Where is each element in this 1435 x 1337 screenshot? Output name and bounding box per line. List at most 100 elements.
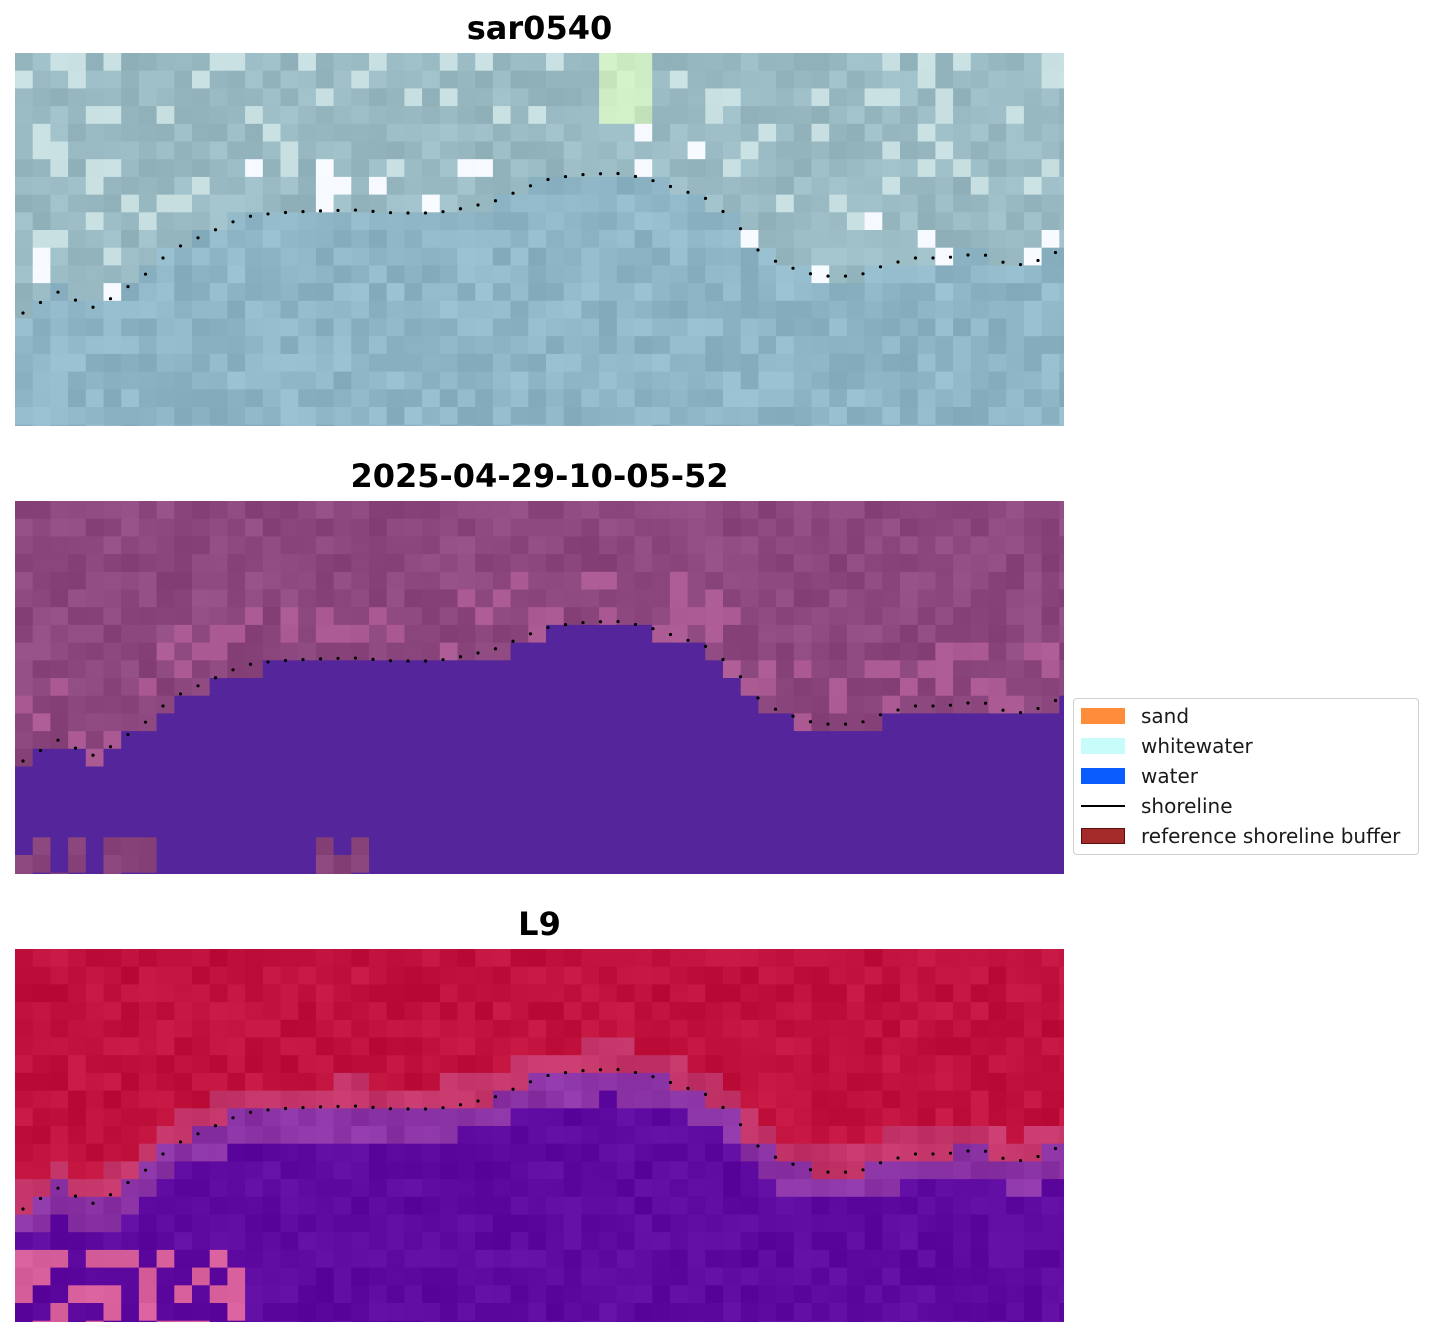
raster-cell [563, 660, 582, 679]
raster-cell [829, 1090, 848, 1109]
raster-cell [85, 106, 105, 125]
raster-cell [68, 53, 87, 72]
raster-cell [298, 1072, 317, 1092]
raster-cell [315, 589, 335, 608]
raster-cell [776, 212, 795, 231]
raster-cell [15, 247, 34, 266]
raster-cell [192, 176, 211, 196]
raster-cell [121, 230, 140, 249]
raster-cell [705, 353, 724, 373]
raster-cell [192, 1108, 211, 1127]
raster-cell [15, 589, 34, 608]
raster-cell [68, 194, 87, 213]
raster-cell [669, 424, 689, 426]
raster-cell [492, 336, 512, 355]
raster-cell [581, 1214, 600, 1233]
raster-cell [758, 141, 777, 160]
raster-cell [156, 300, 175, 320]
raster-cell [68, 424, 87, 426]
raster-cell [687, 1126, 706, 1145]
raster-cell [386, 389, 405, 408]
raster-cell [68, 1232, 87, 1251]
raster-cell [687, 88, 706, 107]
raster-cell [1059, 353, 1064, 373]
raster-cell [475, 1320, 494, 1322]
raster-cell [50, 389, 69, 408]
raster-cell [758, 1249, 777, 1269]
raster-cell [50, 123, 69, 143]
raster-cell [1041, 1179, 1060, 1198]
raster-cell [811, 695, 830, 714]
raster-cell [900, 536, 919, 555]
raster-cell [298, 855, 317, 874]
raster-cell [245, 1303, 264, 1322]
raster-cell [935, 949, 954, 968]
raster-cell [103, 1161, 122, 1180]
raster-cell [1041, 53, 1060, 72]
raster-cell [15, 88, 34, 107]
shoreline-point [773, 1155, 778, 1159]
raster-cell [315, 678, 335, 697]
raster-cell [882, 194, 901, 213]
raster-cell [917, 678, 936, 697]
raster-cell [85, 536, 105, 555]
raster-cell [404, 53, 423, 72]
raster-cell [280, 678, 299, 697]
raster-cell [723, 1019, 742, 1039]
raster-cell [333, 872, 352, 874]
raster-cell [50, 819, 69, 838]
raster-cell [953, 518, 972, 537]
raster-cell [103, 407, 122, 426]
raster-cell [262, 1126, 282, 1145]
raster-cell [705, 300, 724, 320]
raster-cell [970, 1232, 990, 1251]
raster-cell [298, 353, 317, 373]
raster-cell [793, 265, 813, 284]
raster-cell [1023, 1126, 1043, 1145]
raster-cell [687, 1249, 706, 1269]
raster-cell [988, 855, 1007, 874]
raster-cell [793, 589, 813, 608]
raster-cell [1059, 536, 1064, 555]
raster-cell [492, 501, 512, 520]
raster-cell [15, 70, 34, 89]
raster-cell [227, 518, 246, 537]
raster-cell [174, 642, 193, 661]
raster-cell [563, 1126, 582, 1145]
raster-cell [510, 265, 529, 284]
raster-cell [935, 966, 954, 985]
raster-cell [85, 353, 105, 373]
raster-cell [369, 554, 388, 573]
raster-cell [174, 1232, 193, 1251]
raster-cell [333, 571, 352, 591]
raster-cell [510, 247, 529, 266]
raster-cell [652, 571, 671, 591]
raster-cell [776, 536, 795, 555]
raster-cell [970, 389, 990, 408]
shoreline-point [441, 210, 445, 214]
raster-cell [705, 571, 724, 591]
raster-cell [864, 318, 883, 337]
raster-cell [970, 1179, 990, 1198]
raster-cell [882, 1037, 901, 1056]
raster-cell [616, 819, 636, 838]
raster-cell [15, 159, 34, 178]
raster-cell [68, 123, 87, 143]
raster-cell [68, 784, 87, 803]
raster-cell [315, 247, 335, 266]
raster-cell [1023, 70, 1043, 89]
raster-cell [174, 106, 193, 125]
shoreline-point [1036, 258, 1040, 263]
raster-cell [528, 554, 547, 573]
raster-cell [209, 1285, 228, 1304]
raster-cell [705, 1055, 724, 1074]
raster-cell [369, 371, 388, 390]
raster-cell [652, 300, 671, 320]
raster-cell [970, 141, 990, 160]
raster-cell [209, 88, 228, 107]
raster-cell [669, 819, 689, 838]
raster-cell [68, 1249, 87, 1269]
raster-cell [138, 766, 158, 785]
raster-cell [138, 1249, 158, 1269]
raster-cell [811, 660, 830, 679]
